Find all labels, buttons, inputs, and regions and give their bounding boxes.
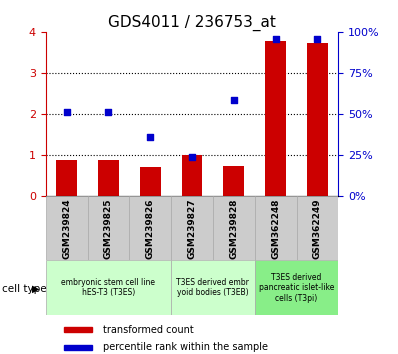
Bar	[98, 160, 119, 196]
Bar	[307, 44, 328, 196]
Text: GSM239827: GSM239827	[187, 198, 197, 259]
Text: cell type: cell type	[2, 284, 47, 293]
Bar	[46, 260, 171, 315]
Text: ▶: ▶	[32, 284, 39, 293]
Bar	[255, 260, 338, 315]
Bar	[129, 196, 171, 260]
Bar	[213, 196, 255, 260]
Bar	[88, 196, 129, 260]
Bar	[46, 196, 88, 260]
Point	[189, 155, 195, 160]
Text: transformed count: transformed count	[103, 325, 193, 335]
Bar	[56, 160, 77, 196]
Point	[314, 36, 321, 42]
Bar	[64, 345, 92, 350]
Text: GSM239826: GSM239826	[146, 198, 155, 258]
Point	[231, 97, 237, 103]
Text: GSM362248: GSM362248	[271, 198, 280, 258]
Text: GSM239828: GSM239828	[229, 198, 238, 258]
Text: GSM239825: GSM239825	[104, 198, 113, 258]
Text: GSM239824: GSM239824	[62, 198, 71, 259]
Point	[147, 134, 154, 139]
Text: T3ES derived
pancreatic islet-like
cells (T3pi): T3ES derived pancreatic islet-like cells…	[259, 273, 334, 303]
Bar	[181, 155, 203, 196]
Text: GSM362249: GSM362249	[313, 198, 322, 259]
Text: T3ES derived embr
yoid bodies (T3EB): T3ES derived embr yoid bodies (T3EB)	[176, 278, 250, 297]
Bar	[140, 167, 161, 196]
Point	[64, 109, 70, 115]
Bar	[171, 260, 255, 315]
Bar	[171, 196, 213, 260]
Bar	[64, 327, 92, 332]
Bar	[255, 196, 297, 260]
Text: embryonic stem cell line
hES-T3 (T3ES): embryonic stem cell line hES-T3 (T3ES)	[61, 278, 156, 297]
Bar	[297, 196, 338, 260]
Point	[272, 36, 279, 42]
Text: percentile rank within the sample: percentile rank within the sample	[103, 342, 268, 352]
Title: GDS4011 / 236753_at: GDS4011 / 236753_at	[108, 14, 276, 30]
Bar	[265, 41, 286, 196]
Bar	[223, 166, 244, 196]
Point	[105, 109, 111, 115]
